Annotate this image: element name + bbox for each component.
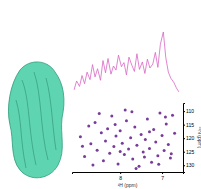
peak xyxy=(98,112,101,115)
y-tick-label: 110 xyxy=(186,108,194,114)
x-tick-label: 7 xyxy=(161,175,164,181)
peak xyxy=(169,156,172,159)
peak xyxy=(124,109,127,112)
peak xyxy=(96,149,99,152)
peak xyxy=(91,163,94,166)
peak xyxy=(138,165,141,168)
peak xyxy=(114,123,117,126)
peak xyxy=(164,116,167,119)
y-tick: 130 xyxy=(183,162,195,168)
peak xyxy=(94,121,97,124)
peak xyxy=(127,148,130,151)
y-tick-mark xyxy=(183,138,185,139)
protein-strand xyxy=(46,78,56,150)
peak xyxy=(143,156,146,159)
peak xyxy=(135,144,138,147)
peak xyxy=(89,142,92,145)
y-tick-label: 125 xyxy=(186,149,195,155)
peak xyxy=(112,145,115,148)
y-tick-mark xyxy=(183,125,185,126)
peak xyxy=(135,167,138,170)
peak xyxy=(154,140,157,143)
peak xyxy=(152,128,155,131)
y-axis: 110 115 120 125 130 xyxy=(183,104,195,173)
trace-area xyxy=(74,32,179,92)
peak xyxy=(110,114,113,117)
peak xyxy=(123,153,126,156)
peak xyxy=(158,112,161,115)
y-tick-mark xyxy=(183,152,185,153)
peak xyxy=(173,132,176,135)
x-axis: 87 xyxy=(73,172,184,181)
peak xyxy=(125,119,128,122)
figure: 87110115120125130¹H (ppm)¹⁵N (ppm) xyxy=(0,0,201,189)
peak xyxy=(129,136,132,139)
x-axis-line xyxy=(73,173,184,175)
peak xyxy=(104,139,107,142)
peak xyxy=(167,143,170,146)
peak xyxy=(163,149,166,152)
y-tick-label: 120 xyxy=(186,135,195,141)
scatter-area xyxy=(79,109,176,170)
protein-body xyxy=(8,62,63,178)
peak xyxy=(171,114,174,117)
y-tick-mark xyxy=(183,111,185,112)
protein-strand xyxy=(22,80,36,165)
peak xyxy=(79,135,82,138)
peak xyxy=(148,147,151,150)
peak xyxy=(114,135,117,138)
y-axis-line xyxy=(184,104,186,173)
peak xyxy=(131,158,134,161)
peak xyxy=(106,127,109,130)
peak xyxy=(102,159,105,162)
peak xyxy=(108,152,111,155)
x-axis-title: ¹H (ppm) xyxy=(118,182,138,188)
peak xyxy=(157,163,160,166)
y-tick: 120 xyxy=(183,135,195,141)
protein-surface xyxy=(8,62,63,178)
x-tick: 7 xyxy=(161,172,164,181)
y-tick: 110 xyxy=(183,108,194,114)
y-tick-label: 115 xyxy=(186,122,194,128)
y-axis-title: ¹⁵N (ppm) xyxy=(197,127,201,149)
peak xyxy=(156,154,159,157)
peak xyxy=(148,130,151,133)
peak xyxy=(142,150,145,153)
x-tick-mark xyxy=(120,172,121,174)
y-tick-mark xyxy=(183,165,185,166)
peak xyxy=(130,110,133,113)
protein-strand xyxy=(34,72,48,160)
peak xyxy=(117,162,120,165)
peak xyxy=(81,145,84,148)
peak xyxy=(140,133,143,136)
peak xyxy=(161,134,164,137)
y-tick: 115 xyxy=(183,122,194,128)
y-tick-label: 130 xyxy=(186,162,195,168)
peak xyxy=(150,161,153,164)
x-tick-mark xyxy=(162,172,163,174)
spectrum-trace xyxy=(74,32,179,92)
peak xyxy=(119,129,122,132)
peak xyxy=(121,142,124,145)
peak xyxy=(146,117,149,120)
y-tick: 125 xyxy=(183,149,195,155)
peak xyxy=(87,125,90,128)
peak xyxy=(144,138,147,141)
protein-strand xyxy=(16,100,26,168)
peak xyxy=(83,155,86,158)
peak xyxy=(165,123,168,126)
peak xyxy=(133,126,136,129)
peak xyxy=(170,152,173,155)
x-tick-label: 8 xyxy=(119,175,122,181)
x-tick: 8 xyxy=(119,172,122,181)
peak xyxy=(119,150,122,153)
peak xyxy=(100,131,103,134)
